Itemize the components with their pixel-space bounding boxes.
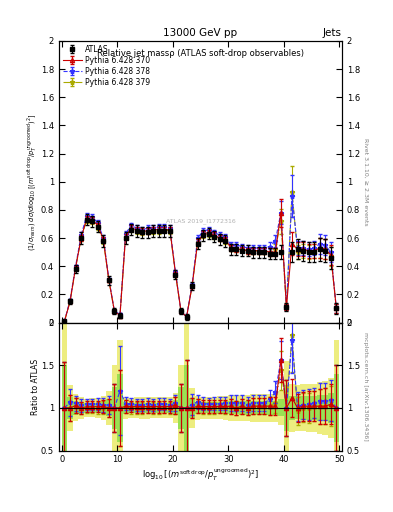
- Legend: ATLAS, Pythia 6.428 370, Pythia 6.428 378, Pythia 6.428 379: ATLAS, Pythia 6.428 370, Pythia 6.428 37…: [61, 43, 152, 88]
- Y-axis label: mcplots.cern.ch [arXiv:1306.3436]: mcplots.cern.ch [arXiv:1306.3436]: [363, 332, 368, 441]
- Y-axis label: Ratio to ATLAS: Ratio to ATLAS: [31, 358, 40, 415]
- Y-axis label: Rivet 3.1.10, ≥ 2.3M events: Rivet 3.1.10, ≥ 2.3M events: [363, 138, 368, 226]
- Text: Jets: Jets: [323, 28, 342, 38]
- Text: ATLAS 2019_I1772316: ATLAS 2019_I1772316: [165, 218, 235, 224]
- Text: Relative jet massρ (ATLAS soft-drop observables): Relative jet massρ (ATLAS soft-drop obse…: [97, 50, 304, 58]
- X-axis label: $\log_{10}[(m^{\rm soft\,drop}/p_T^{\rm ungroomed})^2]$: $\log_{10}[(m^{\rm soft\,drop}/p_T^{\rm …: [142, 467, 259, 483]
- Text: 13000 GeV pp: 13000 GeV pp: [163, 28, 237, 38]
- Y-axis label: $(1/\sigma_{resm})$ $d\sigma/d\log_{10}[(m^{\rm soft\,drop}/p_T^{\rm ungroomed}): $(1/\sigma_{resm})$ $d\sigma/d\log_{10}[…: [26, 113, 39, 250]
